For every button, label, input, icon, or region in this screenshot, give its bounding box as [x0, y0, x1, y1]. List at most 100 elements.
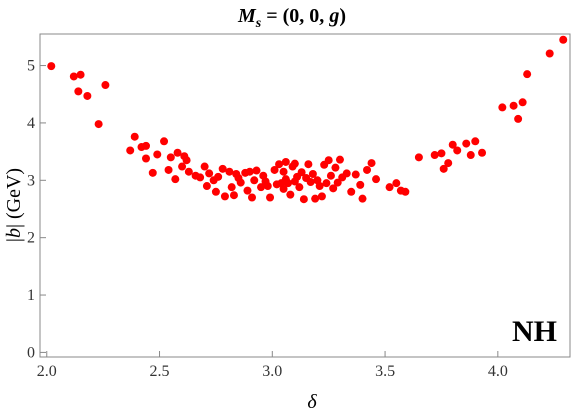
- data-point: [250, 176, 259, 185]
- data-point: [559, 35, 568, 44]
- data-point: [171, 175, 180, 184]
- data-point: [347, 187, 356, 196]
- data-point: [329, 184, 338, 193]
- data-point: [317, 192, 326, 201]
- data-point: [306, 178, 315, 187]
- data-point: [279, 184, 288, 193]
- data-point: [142, 154, 150, 163]
- data-point: [94, 120, 103, 129]
- data-point: [326, 171, 335, 180]
- data-points: [47, 35, 568, 204]
- data-point: [200, 162, 209, 171]
- data-point: [130, 132, 139, 141]
- data-point: [295, 183, 304, 192]
- data-point: [290, 159, 299, 168]
- data-point: [142, 141, 150, 150]
- data-point: [414, 153, 423, 162]
- data-point: [448, 140, 457, 149]
- data-point: [286, 190, 295, 199]
- data-point: [471, 137, 480, 146]
- data-point: [363, 165, 372, 174]
- data-point: [243, 186, 252, 195]
- data-point: [335, 155, 344, 164]
- x-tick-label: 2.0: [37, 363, 57, 380]
- data-point: [220, 192, 229, 201]
- data-point: [401, 187, 410, 196]
- data-point: [76, 70, 85, 79]
- data-point: [214, 172, 223, 181]
- chart-title: Ms = (0, 0, g): [237, 5, 346, 31]
- data-point: [74, 87, 83, 96]
- data-point: [83, 91, 92, 100]
- data-point: [178, 162, 187, 171]
- data-point: [211, 187, 220, 196]
- nh-annotation: NH: [512, 315, 557, 348]
- y-tick-label: 1: [27, 287, 35, 304]
- data-point: [498, 103, 507, 112]
- data-point: [324, 156, 333, 165]
- data-point: [392, 179, 401, 188]
- data-point: [270, 165, 279, 174]
- data-point: [182, 156, 191, 165]
- data-point: [47, 62, 56, 71]
- data-point: [304, 160, 313, 169]
- data-point: [248, 193, 256, 202]
- data-point: [518, 98, 527, 107]
- y-tick-label: 5: [27, 58, 35, 75]
- data-point: [281, 157, 290, 166]
- data-point: [331, 163, 340, 172]
- data-point: [263, 182, 272, 191]
- x-tick-label: 2.5: [150, 363, 170, 380]
- data-point: [202, 182, 211, 191]
- data-point: [245, 167, 254, 176]
- x-tick-label: 3.5: [375, 363, 395, 380]
- y-axis-ticks: 0 1 2 3 4 5: [27, 58, 46, 361]
- data-point: [153, 150, 162, 159]
- x-axis-ticks: 2.0 2.5 3.0 3.5 4.0: [37, 351, 508, 380]
- data-point: [279, 167, 288, 176]
- data-point: [358, 194, 367, 203]
- x-tick-label: 4.0: [488, 363, 508, 380]
- data-point: [437, 149, 446, 158]
- data-point: [351, 170, 360, 179]
- data-point: [342, 169, 351, 178]
- y-tick-label: 4: [27, 115, 35, 132]
- data-point: [225, 167, 234, 176]
- data-point: [523, 70, 532, 79]
- data-point: [126, 146, 135, 155]
- data-point: [148, 168, 157, 177]
- data-point: [184, 167, 193, 176]
- data-point: [173, 148, 182, 157]
- data-point: [275, 160, 284, 169]
- data-point: [453, 146, 462, 155]
- data-point: [196, 173, 205, 182]
- data-point: [372, 175, 381, 184]
- data-point: [333, 178, 342, 187]
- y-tick-label: 0: [27, 344, 35, 361]
- y-axis-label: |b| (GeV): [3, 168, 25, 242]
- data-point: [385, 183, 394, 192]
- data-point: [166, 153, 175, 162]
- data-point: [218, 164, 227, 173]
- data-point: [514, 114, 523, 123]
- data-point: [205, 169, 214, 178]
- data-point: [160, 137, 169, 146]
- data-point: [164, 165, 173, 174]
- data-point: [466, 151, 475, 160]
- data-point: [284, 179, 293, 188]
- data-point: [430, 151, 439, 160]
- data-point: [311, 194, 320, 203]
- data-point: [299, 195, 308, 204]
- data-point: [444, 159, 453, 168]
- data-point: [297, 168, 306, 177]
- data-point: [101, 81, 110, 90]
- data-point: [69, 72, 78, 81]
- data-point: [367, 159, 376, 168]
- data-point: [229, 191, 238, 200]
- data-point: [257, 183, 266, 192]
- x-axis-label: δ: [307, 391, 317, 413]
- x-tick-label: 3.0: [262, 363, 282, 380]
- data-point: [356, 180, 365, 189]
- data-point: [308, 169, 317, 178]
- data-point: [227, 183, 236, 192]
